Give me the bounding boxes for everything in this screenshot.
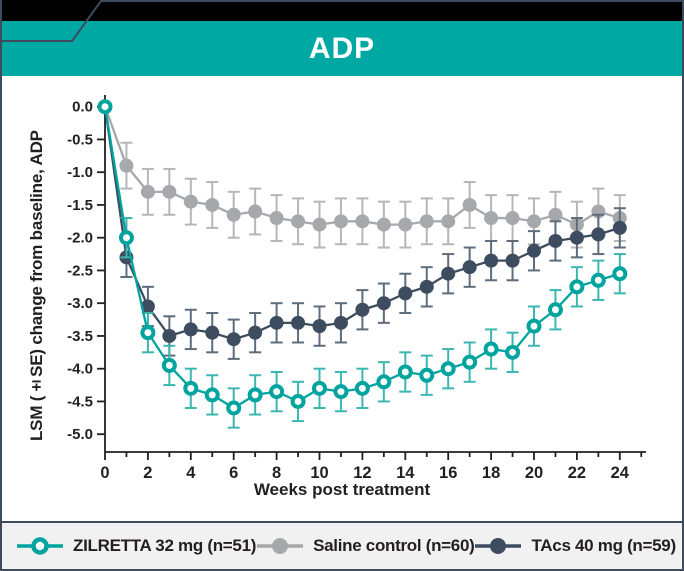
series-2 bbox=[98, 99, 627, 360]
legend: ZILRETTA 32 mg (n=51) Saline control (n=… bbox=[2, 521, 682, 569]
svg-text:8: 8 bbox=[272, 464, 281, 482]
header-black-strip bbox=[2, 0, 682, 21]
svg-text:-2.0: -2.0 bbox=[67, 230, 93, 247]
legend-label-saline: Saline control (n=60) bbox=[313, 536, 475, 555]
header: ADP bbox=[2, 0, 682, 76]
svg-text:-3.0: -3.0 bbox=[67, 295, 93, 312]
saline-filled-circle-marker-icon bbox=[257, 538, 304, 554]
series-0 bbox=[97, 99, 628, 429]
header-banner: ADP bbox=[2, 21, 682, 76]
legend-item-saline: Saline control (n=60) bbox=[256, 533, 475, 559]
svg-text:16: 16 bbox=[439, 464, 457, 482]
svg-text:-0.5: -0.5 bbox=[67, 131, 93, 148]
svg-text:0.0: 0.0 bbox=[72, 99, 93, 116]
svg-text:24: 24 bbox=[611, 464, 630, 482]
svg-text:4: 4 bbox=[186, 464, 196, 482]
series-1 bbox=[98, 99, 627, 249]
svg-text:10: 10 bbox=[310, 464, 328, 482]
svg-text:18: 18 bbox=[482, 464, 500, 482]
svg-text:2: 2 bbox=[143, 464, 152, 482]
svg-text:-4.0: -4.0 bbox=[67, 361, 93, 378]
x-axis-title: Weeks post treatment bbox=[253, 480, 431, 499]
svg-text:-1.5: -1.5 bbox=[67, 197, 93, 214]
svg-text:12: 12 bbox=[353, 464, 371, 482]
svg-text:14: 14 bbox=[396, 464, 415, 482]
axes bbox=[104, 95, 646, 453]
svg-text:-2.5: -2.5 bbox=[67, 262, 93, 279]
svg-text:-4.5: -4.5 bbox=[67, 393, 93, 410]
svg-text:0: 0 bbox=[100, 464, 109, 482]
tacs-filled-circle-marker-icon bbox=[475, 538, 522, 554]
svg-text:20: 20 bbox=[525, 464, 543, 482]
svg-text:6: 6 bbox=[229, 464, 238, 482]
chart-svg: 0.0 -0.5 -1.0 -1.5 -2.0 -2.5 -3.0 -3.5 -4.0 -4.5 -… bbox=[67, 95, 646, 482]
legend-item-zilretta: ZILRETTA 32 mg (n=51) bbox=[16, 533, 256, 559]
chart-area: 0.0 -0.5 -1.0 -1.5 -2.0 -2.5 -3.0 -3.5 -4.0 -4.5 -… bbox=[2, 76, 682, 521]
y-ticks: 0.0 -0.5 -1.0 -1.5 -2.0 -2.5 -3.0 -3.5 -4.0 -4.5 -… bbox=[67, 99, 105, 443]
y-axis-title: LSM (±SE) change from baseline, ADP bbox=[27, 130, 46, 442]
legend-label-tacs: TAcs 40 mg (n=59) bbox=[531, 536, 676, 555]
zilretta-open-circle-marker-icon bbox=[17, 537, 63, 555]
svg-text:-1.0: -1.0 bbox=[67, 164, 93, 181]
svg-text:22: 22 bbox=[568, 464, 586, 482]
legend-label-zilretta: ZILRETTA 32 mg (n=51) bbox=[73, 536, 257, 555]
svg-text:-5.0: -5.0 bbox=[67, 426, 93, 443]
page-title: ADP bbox=[308, 32, 376, 65]
x-ticks: 0 2 4 6 8 10 12 14 16 18 20 22 24 bbox=[100, 452, 643, 482]
svg-text:-3.5: -3.5 bbox=[67, 328, 93, 345]
legend-item-tacs: TAcs 40 mg (n=59) bbox=[474, 533, 676, 559]
